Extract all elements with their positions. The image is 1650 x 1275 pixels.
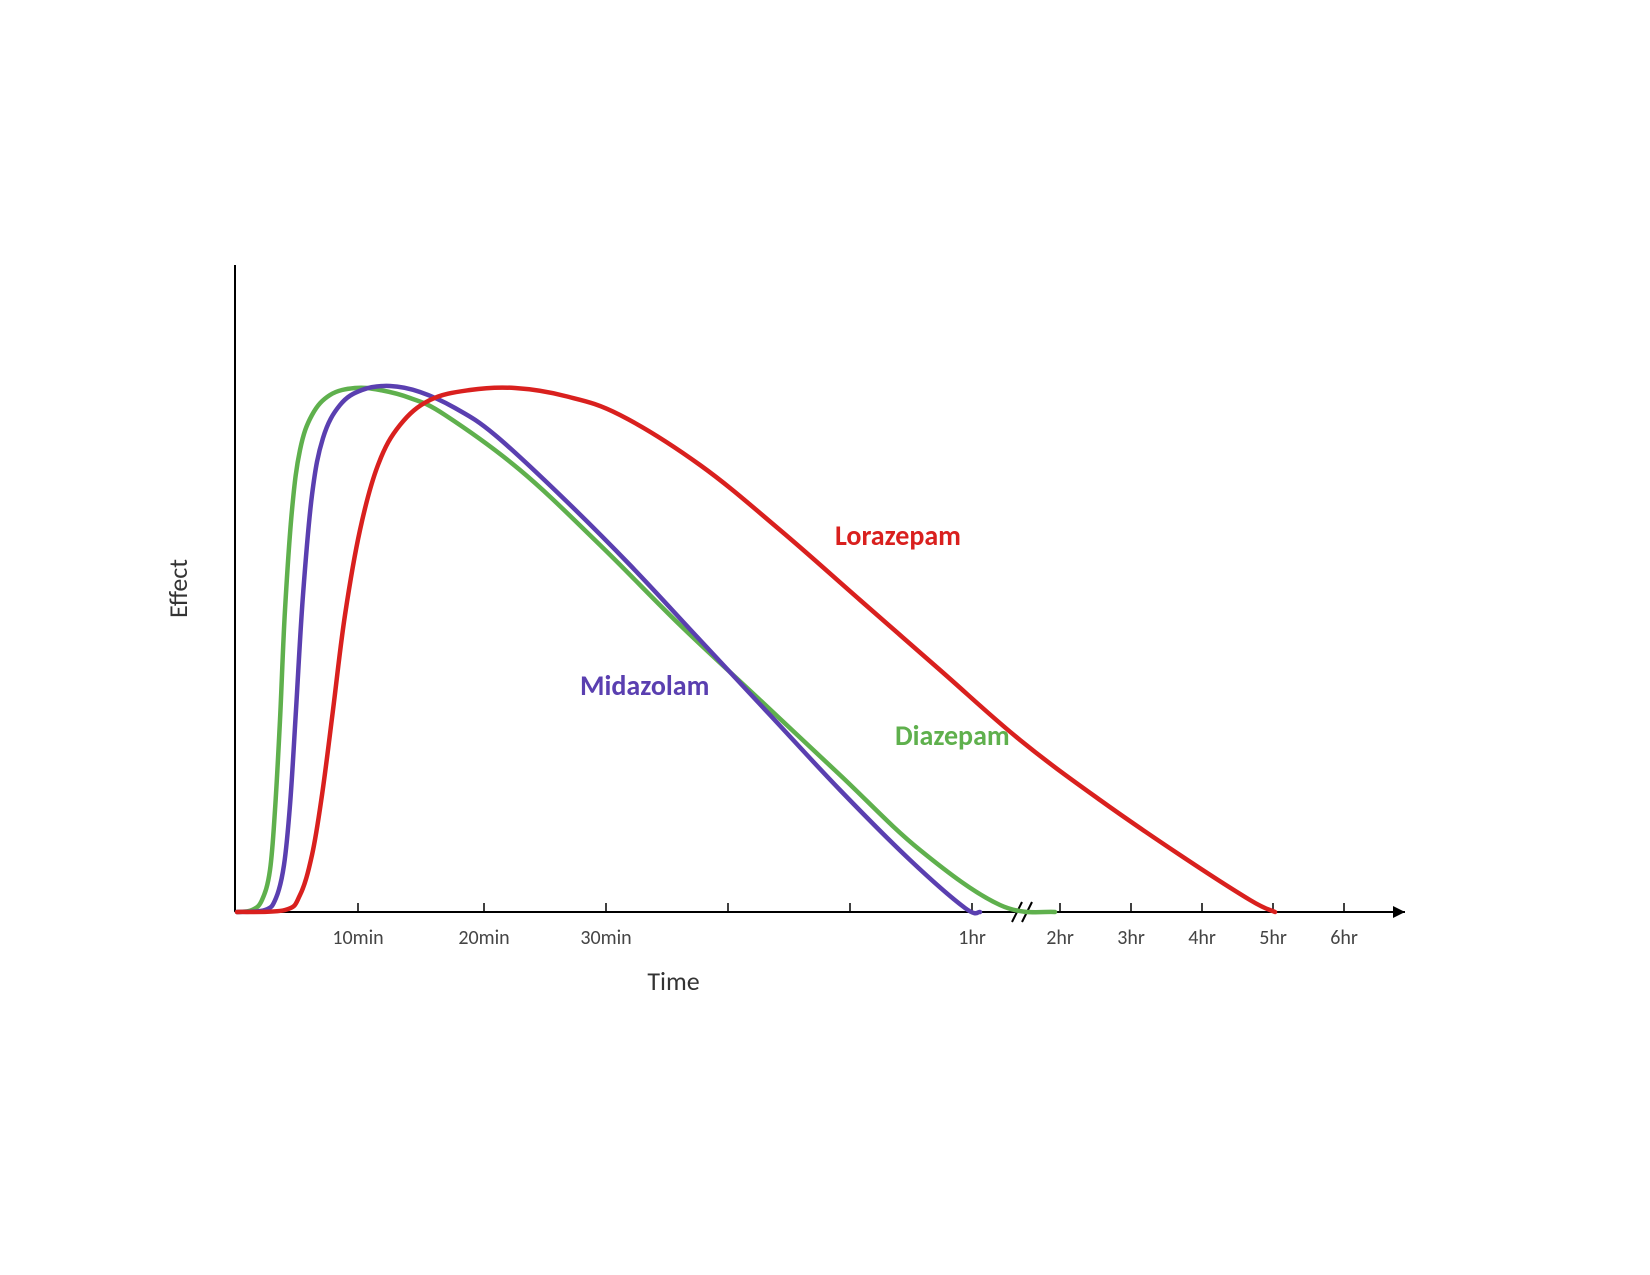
x-tick-label: 30min (580, 926, 631, 950)
y-axis-title: Effect (162, 559, 194, 618)
x-tick-label: 3hr (1117, 926, 1145, 950)
series-label-lorazepam: Lorazepam (835, 518, 961, 553)
x-tick-label: 5hr (1259, 926, 1287, 950)
series-diazepam (237, 388, 1055, 913)
x-tick-label: 1hr (958, 926, 986, 950)
series-midazolam (237, 386, 980, 913)
x-tick-label: 20min (458, 926, 509, 950)
effect-time-chart: 10min 20min 30min 1hr 2hr 3hr 4hr 5hr 6hr Time Eff… (0, 0, 1650, 1275)
series-label-midazolam: Midazolam (580, 668, 709, 703)
x-tick-label: 6hr (1330, 926, 1358, 950)
x-tick-label: 2hr (1046, 926, 1074, 950)
x-tick-label: 4hr (1188, 926, 1216, 950)
series-lorazepam (237, 388, 1275, 912)
x-tick-label: 10min (332, 926, 383, 950)
x-axis-title: Time (647, 965, 699, 997)
series-label-diazepam: Diazepam (895, 718, 1010, 753)
x-axis-arrow (1393, 906, 1405, 918)
